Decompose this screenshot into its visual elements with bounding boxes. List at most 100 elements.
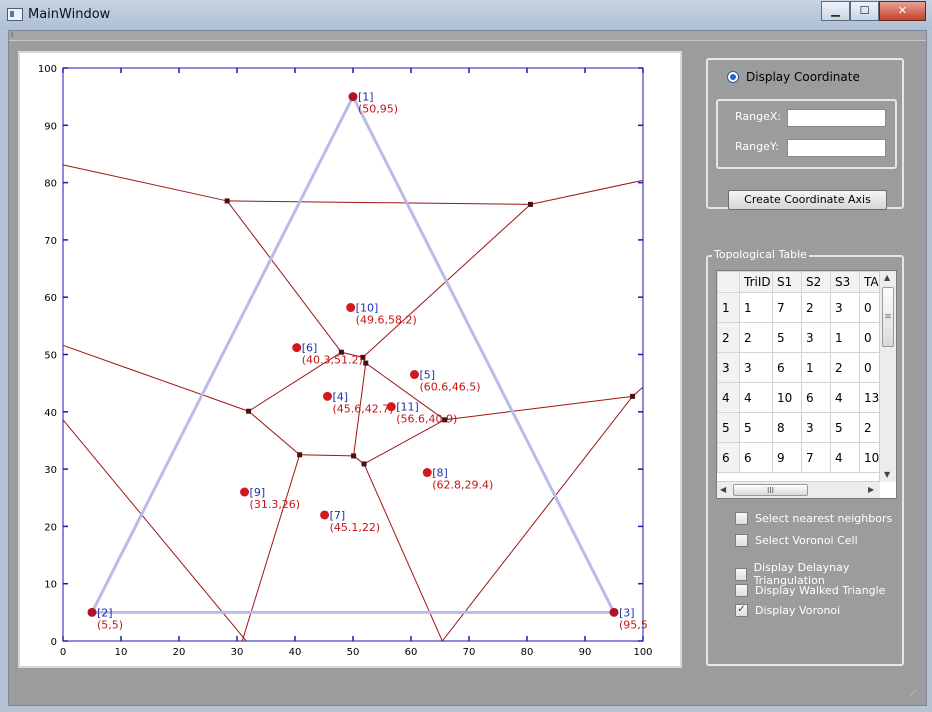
checkbox-icon[interactable] (735, 567, 747, 581)
scroll-up-arrow-icon[interactable]: ▲ (884, 273, 891, 282)
row-header[interactable]: 5 (717, 412, 740, 443)
table-cell[interactable]: 6 (739, 442, 773, 473)
table-cell[interactable]: 3 (801, 322, 831, 353)
table-cell[interactable]: 6 (801, 382, 831, 413)
table-cell[interactable]: 4 (830, 382, 860, 413)
table-row[interactable]: 6 6 9 7 4 10 (717, 442, 889, 473)
y-tick-label: 90 (44, 121, 57, 132)
y-tick-label: 60 (44, 293, 57, 304)
table-cell[interactable]: 1 (830, 322, 860, 353)
checkbox-row[interactable]: Display Walked Triangle (735, 584, 885, 597)
table-cell[interactable]: 8 (772, 412, 802, 443)
table-cell[interactable]: 9 (772, 442, 802, 473)
x-tick-label: 100 (633, 647, 652, 658)
table-cell[interactable]: 2 (739, 322, 773, 353)
y-tick-label: 100 (38, 64, 57, 75)
scroll-left-arrow-icon[interactable]: ◀ (720, 485, 727, 494)
point-coord-label: (31.3,26) (250, 498, 301, 511)
checkbox-row[interactable]: Select Voronoi Cell (735, 534, 858, 547)
checkbox-checked-icon[interactable]: ✓ (735, 604, 748, 617)
point-name-label: [6] (302, 342, 318, 355)
table-cell[interactable]: 7 (801, 442, 831, 473)
table-cell[interactable]: 2 (830, 352, 860, 383)
coordinate-group: Display Coordinate RangeX: RangeY: Creat… (706, 58, 904, 210)
y-tick-label: 50 (44, 351, 57, 362)
row-header[interactable]: 4 (717, 382, 740, 413)
table-cell[interactable]: 3 (739, 352, 773, 383)
checkbox-row[interactable]: Select nearest neighbors (735, 512, 892, 525)
vertical-scrollbar[interactable]: ▲ ≡ ▼ (879, 271, 896, 482)
voronoi-vertex (630, 393, 636, 399)
radio-dot-icon[interactable] (727, 71, 739, 83)
table-cell[interactable]: 5 (772, 322, 802, 353)
voronoi-vertex (338, 349, 344, 355)
rangex-input[interactable] (787, 109, 886, 127)
display-coordinate-radio[interactable]: Display Coordinate (727, 70, 860, 84)
column-header[interactable]: S3 (830, 271, 860, 293)
row-header[interactable]: 2 (717, 322, 740, 353)
maximize-button[interactable]: ☐ (850, 1, 879, 21)
table-cell[interactable]: 4 (739, 382, 773, 413)
table-cell[interactable]: 1 (739, 292, 773, 323)
point-name-label: [8] (432, 467, 448, 480)
scroll-right-arrow-icon[interactable]: ▶ (868, 485, 875, 494)
topo-table: TriID S1 S2 S3 TA 1 1 7 2 3 0 2 2 5 3 1 0 3 3 6 1 2 0 4 4 10… (717, 271, 889, 473)
row-header[interactable]: 1 (717, 292, 740, 323)
table-cell[interactable]: 1 (801, 352, 831, 383)
close-button[interactable]: ✕ (879, 1, 926, 21)
data-point (320, 510, 330, 520)
x-tick-label: 20 (173, 647, 186, 658)
row-header[interactable]: 6 (717, 442, 740, 473)
voronoi-edge (363, 419, 445, 465)
voronoi-edge (530, 179, 644, 205)
display-coordinate-label: Display Coordinate (746, 70, 860, 84)
point-coord-label: (45.1,22) (330, 521, 381, 534)
table-cell[interactable]: 2 (801, 292, 831, 323)
resize-grip-icon[interactable]: ⋰ (910, 689, 917, 697)
table-cell[interactable]: 3 (830, 292, 860, 323)
data-point (348, 92, 358, 102)
voronoi-edge (227, 200, 531, 205)
minimize-button[interactable]: ▁ (821, 1, 850, 21)
checkbox-icon[interactable] (735, 584, 748, 597)
checkbox-label: Display Delaynay Triangulation (753, 561, 850, 587)
column-header[interactable]: S1 (772, 271, 802, 293)
table-cell[interactable]: 5 (739, 412, 773, 443)
checkbox-row[interactable]: ✓ Display Voronoi (735, 604, 840, 617)
checkbox-icon[interactable] (735, 512, 748, 525)
title-bar[interactable]: MainWindow ▁ ☐ ✕ (0, 0, 932, 30)
data-point (346, 303, 356, 313)
voronoi-vertex (297, 452, 303, 458)
horizontal-scroll-thumb[interactable]: III (733, 484, 808, 496)
table-cell[interactable]: 3 (801, 412, 831, 443)
data-point (322, 391, 332, 401)
rangey-input[interactable] (787, 139, 886, 157)
point-coord-label: (56.6,40.9) (396, 413, 457, 426)
table-cell[interactable]: 5 (830, 412, 860, 443)
table-cell[interactable]: 6 (772, 352, 802, 383)
point-name-label: [5] (419, 369, 435, 382)
plot-canvas[interactable]: 0 10 20 30 40 50 60 70 80 90 100 0 10 20 30 40 50 60 70 80 9… (18, 51, 682, 668)
table-cell[interactable]: 4 (830, 442, 860, 473)
voronoi-edge (62, 419, 247, 642)
toolbar-grip-icon[interactable]: ⁞ (11, 31, 14, 39)
point-coord-label: (50,95) (358, 103, 398, 116)
vertical-scroll-thumb[interactable]: ≡ (882, 287, 894, 347)
column-header[interactable]: TriID (739, 271, 773, 293)
scroll-down-arrow-icon[interactable]: ▼ (884, 470, 891, 479)
column-header[interactable]: S2 (801, 271, 831, 293)
table-row[interactable]: 4 4 10 6 4 13 (717, 382, 889, 413)
table-cell[interactable]: 7 (772, 292, 802, 323)
create-coordinate-axis-button[interactable]: Create Coordinate Axis (728, 190, 887, 210)
data-point (292, 343, 302, 353)
topological-table[interactable]: TriID S1 S2 S3 TA 1 1 7 2 3 0 2 2 5 3 1 0 3 3 6 1 2 0 4 4 10… (716, 270, 897, 499)
checkbox-row[interactable]: Display Delaynay Triangulation (735, 561, 902, 587)
checkbox-icon[interactable] (735, 534, 748, 547)
table-cell[interactable]: 10 (772, 382, 802, 413)
row-header[interactable]: 3 (717, 352, 740, 383)
horizontal-scrollbar[interactable]: ◀ III ▶ (717, 481, 880, 498)
